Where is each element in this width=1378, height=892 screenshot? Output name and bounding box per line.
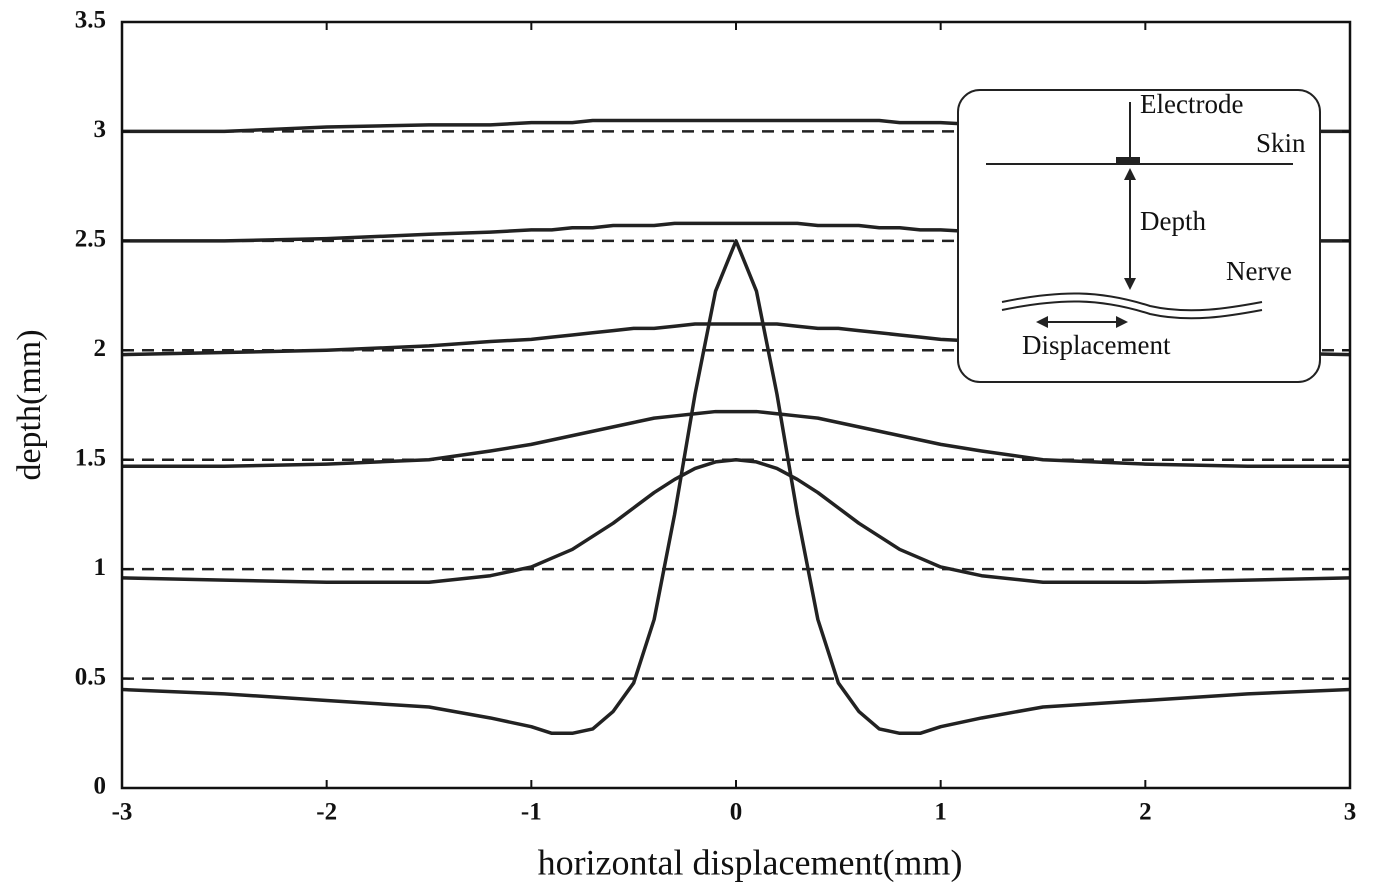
y-tick-label: 1 <box>94 554 107 581</box>
y-tick-label: 2.5 <box>75 226 106 253</box>
annotation: Nerve <box>1226 256 1292 286</box>
line-series <box>122 221 1350 243</box>
x-tick-label: 0 <box>730 799 743 826</box>
annotation: Displacement <box>1022 330 1171 360</box>
x-tick-label: -2 <box>316 799 337 826</box>
line-series <box>121 239 1351 736</box>
line-series <box>121 457 1351 585</box>
electrode <box>1116 157 1140 164</box>
x-axis-label: horizontal displacement(mm) <box>538 842 963 882</box>
y-tick-label: 1.5 <box>75 444 106 471</box>
x-tick-label: 3 <box>1344 799 1357 826</box>
annotation: Skin <box>1256 128 1306 158</box>
nerve-upper <box>1001 292 1263 312</box>
y-tick-label: 3.5 <box>75 7 106 34</box>
y-tick-label: 3 <box>94 116 107 143</box>
annotation: Electrode <box>1140 89 1243 119</box>
x-tick-label: 2 <box>1139 799 1152 826</box>
inset-diagram: Electrode Skin Depth Nerve Displacement <box>957 89 1321 383</box>
nerve-lower <box>1001 300 1263 320</box>
line-series <box>122 409 1350 469</box>
y-tick-label: 0.5 <box>75 663 106 690</box>
line-series <box>122 118 1350 134</box>
y-tick-label: 2 <box>94 335 107 362</box>
annotation: Depth <box>1140 206 1206 236</box>
y-tick-label: 0 <box>94 773 107 800</box>
y-axis-label: depth(mm) <box>11 329 48 480</box>
x-tick-label: -3 <box>112 799 133 826</box>
line-series <box>121 322 1351 357</box>
x-tick-label: 1 <box>934 799 947 826</box>
x-tick-label: -1 <box>521 799 542 826</box>
